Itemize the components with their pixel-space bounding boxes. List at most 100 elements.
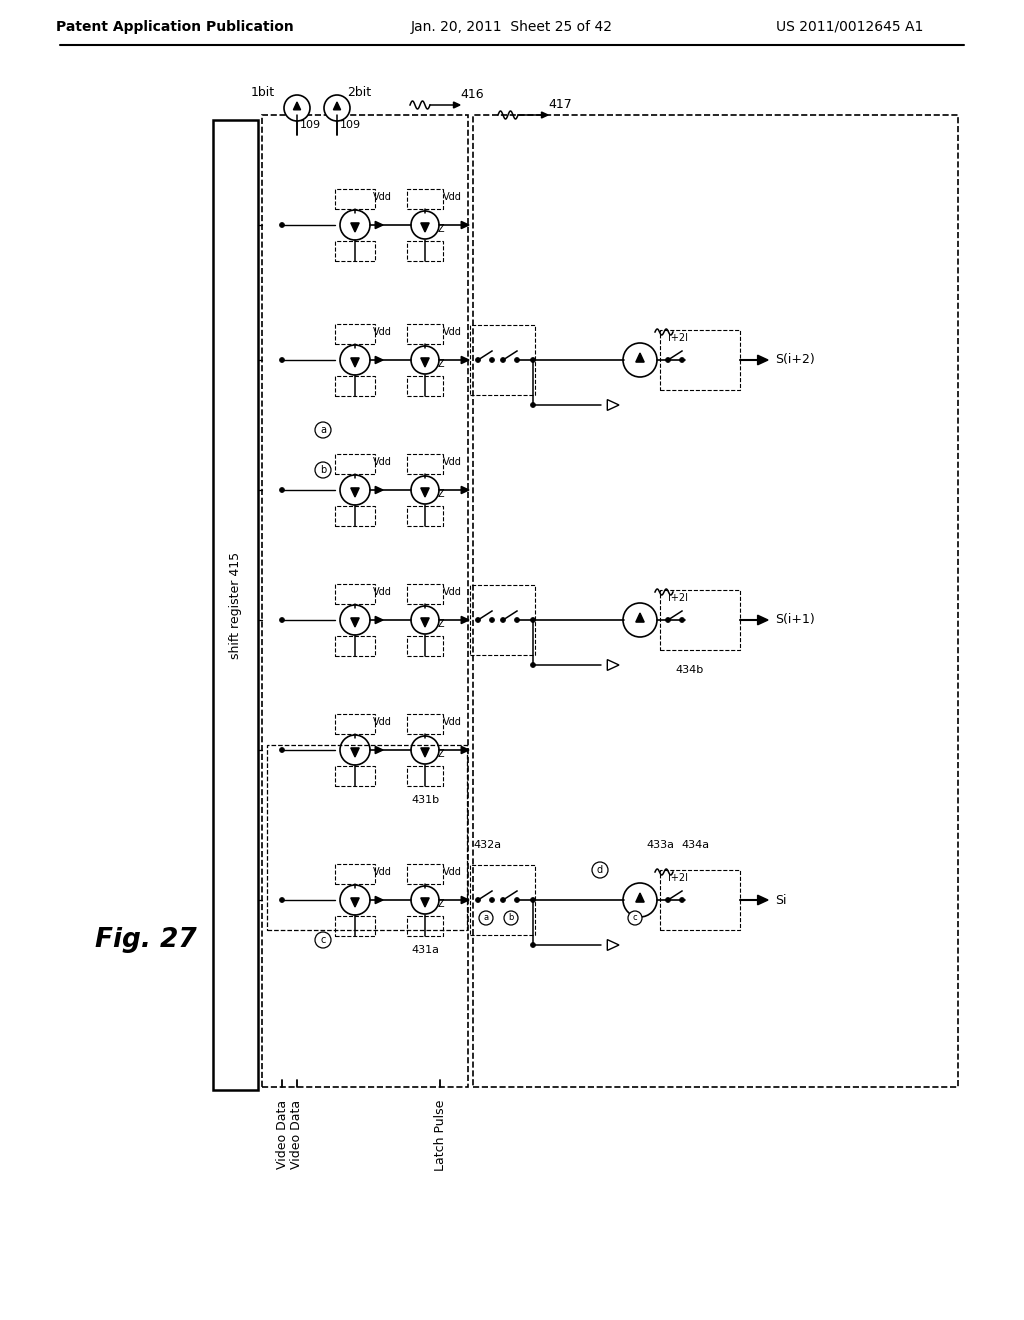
Polygon shape	[636, 894, 644, 902]
Bar	[407, 583, 443, 605]
Circle shape	[411, 886, 439, 913]
Bar	[407, 506, 443, 525]
Polygon shape	[461, 746, 469, 754]
Circle shape	[315, 462, 331, 478]
Text: 109: 109	[340, 120, 361, 129]
Polygon shape	[758, 615, 768, 624]
Circle shape	[666, 898, 671, 903]
Polygon shape	[421, 223, 429, 232]
Text: Vdd: Vdd	[373, 457, 392, 467]
Text: 434b: 434b	[676, 665, 705, 675]
Text: Vdd: Vdd	[443, 457, 462, 467]
Circle shape	[666, 618, 671, 623]
Bar	[660, 870, 740, 931]
Polygon shape	[375, 616, 383, 623]
Polygon shape	[758, 895, 768, 904]
Circle shape	[623, 343, 657, 378]
Bar	[335, 323, 375, 345]
Circle shape	[489, 898, 495, 903]
Bar	[407, 189, 443, 209]
Text: Vdd: Vdd	[443, 587, 462, 597]
Circle shape	[475, 898, 480, 903]
Polygon shape	[461, 896, 469, 904]
Polygon shape	[454, 102, 460, 108]
Circle shape	[680, 618, 684, 623]
Bar	[335, 636, 375, 656]
Circle shape	[340, 210, 370, 240]
Bar	[660, 330, 740, 389]
Text: Jan. 20, 2011  Sheet 25 of 42: Jan. 20, 2011 Sheet 25 of 42	[411, 20, 613, 34]
Text: 417: 417	[548, 99, 571, 111]
Polygon shape	[421, 618, 429, 627]
Polygon shape	[375, 486, 383, 494]
Text: Z: Z	[437, 748, 444, 759]
Text: 2bit: 2bit	[347, 86, 371, 99]
Bar	[473, 115, 958, 1086]
Circle shape	[411, 211, 439, 239]
Text: Video Data: Video Data	[291, 1100, 303, 1170]
Text: 433a: 433a	[646, 840, 674, 850]
Polygon shape	[351, 358, 359, 367]
Circle shape	[680, 898, 684, 903]
Circle shape	[280, 487, 285, 492]
Circle shape	[628, 911, 642, 925]
Text: c: c	[633, 913, 637, 923]
Polygon shape	[375, 222, 383, 228]
Polygon shape	[461, 486, 469, 494]
Text: d: d	[597, 865, 603, 875]
Text: I+2I: I+2I	[668, 593, 688, 603]
Text: 431b: 431b	[411, 795, 439, 805]
Circle shape	[280, 747, 285, 752]
Text: 1bit: 1bit	[251, 86, 275, 99]
Polygon shape	[636, 612, 644, 622]
Bar	[407, 865, 443, 884]
Text: S(i+1): S(i+1)	[775, 614, 815, 627]
Polygon shape	[461, 222, 469, 228]
Circle shape	[489, 358, 495, 363]
Bar	[407, 714, 443, 734]
Circle shape	[530, 358, 536, 363]
Circle shape	[530, 618, 536, 623]
Text: Vdd: Vdd	[373, 191, 392, 202]
Text: c: c	[321, 935, 326, 945]
Bar	[335, 242, 375, 261]
Text: Vdd: Vdd	[443, 717, 462, 727]
Bar	[407, 766, 443, 785]
Circle shape	[680, 358, 684, 363]
Text: Z: Z	[437, 619, 444, 630]
Circle shape	[530, 942, 536, 948]
Text: I+2I: I+2I	[668, 333, 688, 343]
Text: S(i+2): S(i+2)	[775, 354, 815, 367]
Bar	[267, 744, 467, 931]
Polygon shape	[607, 400, 618, 411]
Text: a: a	[483, 913, 488, 923]
Circle shape	[504, 911, 518, 925]
Circle shape	[411, 606, 439, 634]
Circle shape	[479, 911, 493, 925]
Circle shape	[280, 898, 285, 903]
Bar	[470, 325, 535, 395]
Polygon shape	[351, 748, 359, 756]
Polygon shape	[334, 102, 341, 110]
Circle shape	[530, 663, 536, 668]
Circle shape	[475, 358, 480, 363]
Circle shape	[280, 223, 285, 227]
Bar	[213, 120, 258, 1090]
Bar	[470, 585, 535, 655]
Circle shape	[530, 403, 536, 408]
Text: 432a: 432a	[473, 840, 501, 850]
Text: Z: Z	[437, 359, 444, 370]
Bar	[407, 376, 443, 396]
Polygon shape	[351, 898, 359, 907]
Polygon shape	[421, 898, 429, 907]
Text: 431a: 431a	[411, 945, 439, 954]
Text: Vdd: Vdd	[373, 867, 392, 876]
Bar	[407, 454, 443, 474]
Polygon shape	[607, 940, 618, 950]
Circle shape	[315, 932, 331, 948]
Bar	[407, 916, 443, 936]
Circle shape	[411, 477, 439, 504]
Polygon shape	[375, 356, 383, 363]
Circle shape	[340, 884, 370, 915]
Circle shape	[501, 618, 506, 623]
